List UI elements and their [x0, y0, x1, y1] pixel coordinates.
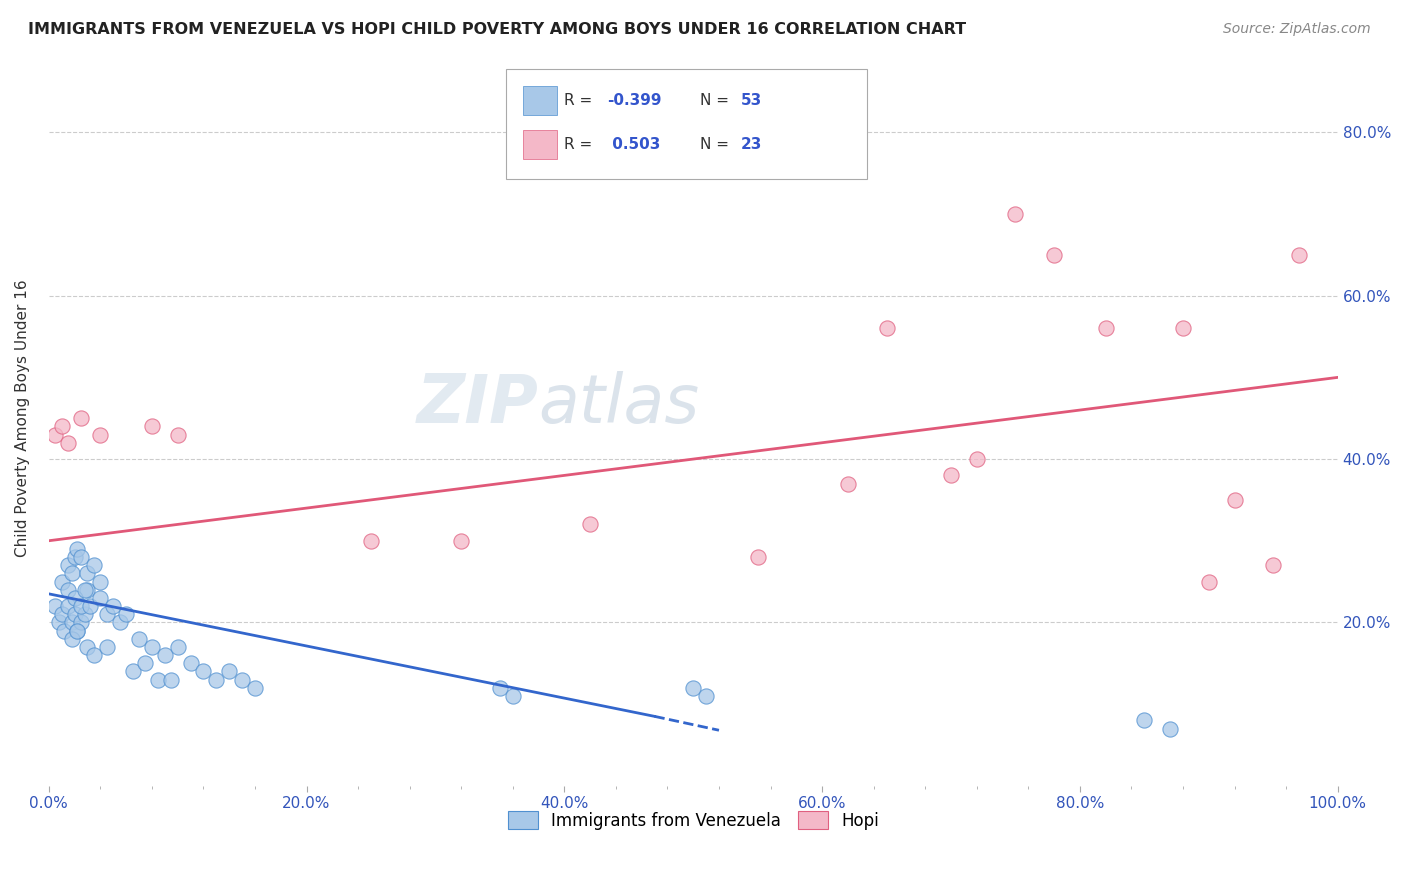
Point [66, 541, 89, 556]
Point [44, 599, 66, 613]
Point [1004, 207, 1026, 221]
Point [1094, 321, 1116, 335]
Point [160, 673, 183, 687]
Point [579, 517, 602, 532]
Point [360, 533, 382, 548]
Point [51, 419, 73, 434]
Y-axis label: Child Poverty Among Boys Under 16: Child Poverty Among Boys Under 16 [15, 279, 30, 557]
Point [134, 657, 156, 671]
Point [148, 673, 170, 687]
Point [66, 624, 89, 638]
FancyBboxPatch shape [523, 130, 557, 159]
Point [53, 624, 76, 638]
Point [70, 599, 93, 613]
Point [231, 673, 253, 687]
Point [51, 574, 73, 589]
Text: 0.503: 0.503 [607, 137, 661, 153]
Point [1133, 714, 1156, 728]
Point [83, 558, 105, 573]
Text: -0.399: -0.399 [607, 93, 661, 108]
Point [96, 607, 118, 622]
Point [51, 607, 73, 622]
Point [939, 468, 962, 483]
Text: 23: 23 [741, 137, 762, 153]
Point [193, 665, 215, 679]
Point [63, 591, 86, 605]
Point [141, 640, 163, 654]
Point [128, 632, 150, 646]
Text: N =: N = [700, 93, 734, 108]
Point [60, 615, 83, 630]
Point [218, 665, 240, 679]
Point [121, 665, 143, 679]
Point [60, 566, 83, 581]
Point [76, 640, 98, 654]
Text: ZIP: ZIP [416, 370, 538, 436]
Point [1198, 574, 1220, 589]
Point [83, 648, 105, 662]
Text: R =: R = [564, 93, 598, 108]
Point [103, 599, 125, 613]
Point [966, 452, 988, 467]
Text: 53: 53 [741, 93, 762, 108]
Point [1159, 722, 1181, 736]
Point [44, 427, 66, 442]
Point [1043, 248, 1066, 262]
Point [70, 411, 93, 425]
Point [489, 681, 512, 695]
Point [60, 632, 83, 646]
Point [450, 533, 472, 548]
Point [747, 550, 769, 565]
Text: atlas: atlas [538, 370, 700, 436]
Point [89, 591, 111, 605]
Point [153, 648, 176, 662]
Point [876, 321, 898, 335]
Legend: Immigrants from Venezuela, Hopi: Immigrants from Venezuela, Hopi [501, 805, 886, 837]
Point [166, 427, 188, 442]
Point [141, 419, 163, 434]
Point [205, 673, 228, 687]
Point [180, 657, 202, 671]
Point [73, 607, 96, 622]
FancyBboxPatch shape [506, 69, 868, 179]
Point [73, 582, 96, 597]
Point [837, 476, 859, 491]
Text: N =: N = [700, 137, 734, 153]
Point [115, 607, 138, 622]
Point [682, 681, 704, 695]
Point [56, 599, 79, 613]
Point [76, 582, 98, 597]
Point [63, 550, 86, 565]
Text: IMMIGRANTS FROM VENEZUELA VS HOPI CHILD POVERTY AMONG BOYS UNDER 16 CORRELATION : IMMIGRANTS FROM VENEZUELA VS HOPI CHILD … [28, 22, 966, 37]
Point [89, 427, 111, 442]
Point [243, 681, 266, 695]
Text: Source: ZipAtlas.com: Source: ZipAtlas.com [1223, 22, 1371, 37]
Point [1288, 248, 1310, 262]
Point [66, 624, 89, 638]
Point [63, 607, 86, 622]
Point [1263, 558, 1285, 573]
Text: R =: R = [564, 137, 598, 153]
Point [56, 582, 79, 597]
Point [166, 640, 188, 654]
Point [1223, 492, 1246, 507]
Point [502, 689, 524, 703]
Point [96, 640, 118, 654]
Point [70, 615, 93, 630]
Point [76, 566, 98, 581]
Point [1171, 321, 1194, 335]
Point [56, 435, 79, 450]
Point [89, 574, 111, 589]
Point [56, 558, 79, 573]
Point [48, 615, 70, 630]
Point [70, 550, 93, 565]
FancyBboxPatch shape [523, 86, 557, 115]
Point [108, 615, 131, 630]
Point [695, 689, 717, 703]
Point [79, 599, 101, 613]
